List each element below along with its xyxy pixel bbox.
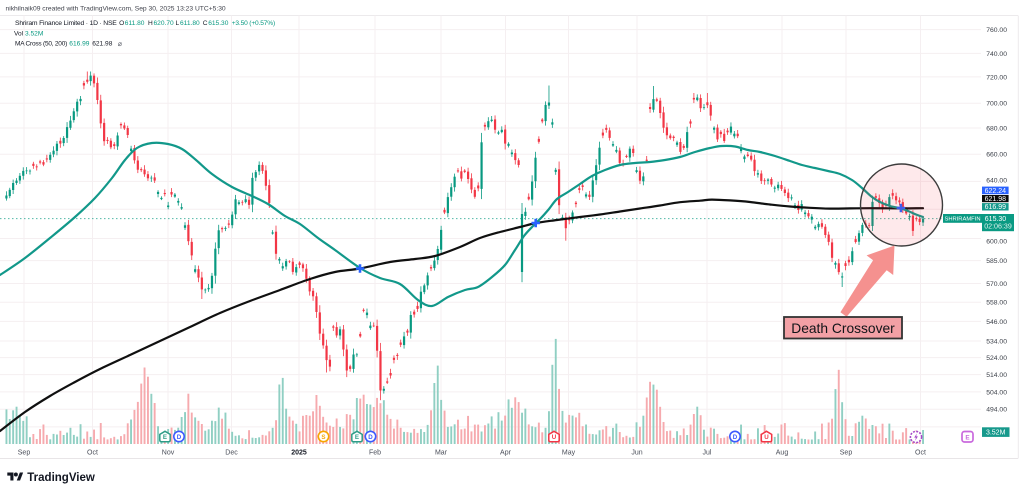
svg-text:Aug: Aug [776,450,789,457]
svg-text:546.00: 546.00 [986,319,1007,326]
svg-text:D: D [733,434,738,441]
svg-text:⌀: ⌀ [118,41,122,48]
svg-text:615.30: 615.30 [208,20,229,27]
svg-text:616.99: 616.99 [985,204,1007,211]
svg-text:E: E [163,434,167,441]
svg-text:C: C [203,20,208,27]
svg-text:Apr: Apr [500,450,512,457]
svg-text:660.00: 660.00 [986,152,1007,159]
svg-text:3.52M: 3.52M [986,430,1006,437]
svg-text:700.00: 700.00 [986,101,1007,108]
svg-text:Dec: Dec [225,450,238,457]
svg-text:640.00: 640.00 [986,177,1007,184]
svg-text:621.98: 621.98 [92,41,113,48]
svg-text:02:06:39: 02:06:39 [984,223,1012,231]
svg-text:600.00: 600.00 [986,238,1007,245]
svg-text:585.00: 585.00 [986,258,1007,265]
svg-text:514.00: 514.00 [986,372,1007,379]
svg-text:SHRIRAMFIN: SHRIRAMFIN [944,217,980,223]
svg-text:S: S [321,434,325,441]
svg-text:740.00: 740.00 [986,51,1007,58]
svg-text:570.00: 570.00 [986,281,1007,288]
svg-text:H: H [148,20,153,27]
svg-text:nikhilnaik09 created with Trad: nikhilnaik09 created with TradingView.co… [6,6,226,13]
svg-text:TradingView: TradingView [27,472,95,484]
svg-text:Feb: Feb [369,450,381,457]
svg-text:620.70: 620.70 [154,20,175,27]
svg-text:L: L [176,20,180,27]
svg-text:558.00: 558.00 [986,300,1007,307]
svg-text:494.00: 494.00 [986,407,1007,414]
svg-text:3.52M: 3.52M [25,31,43,38]
svg-text:Vol: Vol [14,31,24,38]
svg-text:U: U [552,434,557,441]
svg-text:Shriram Finance Limited · 1D ·: Shriram Finance Limited · 1D · NSE [15,20,117,27]
svg-text:Oct: Oct [87,450,98,457]
svg-text:611.80: 611.80 [180,20,200,27]
svg-text:680.00: 680.00 [986,125,1007,132]
svg-text:Death Crossover: Death Crossover [791,321,895,336]
svg-text:May: May [562,450,576,457]
svg-text:E: E [965,434,970,441]
svg-text:524.00: 524.00 [986,355,1007,362]
svg-text:720.00: 720.00 [986,74,1007,81]
svg-text:+3.50 (+0.57%): +3.50 (+0.57%) [232,20,275,27]
svg-text:Nov: Nov [162,450,175,457]
svg-text:Sep: Sep [840,450,853,457]
svg-text:504.00: 504.00 [986,389,1007,396]
svg-text:611.80: 611.80 [125,20,145,27]
svg-text:622.24: 622.24 [985,188,1007,195]
svg-text:621.98: 621.98 [985,196,1007,203]
svg-text:Sep: Sep [18,450,31,457]
svg-text:D: D [368,434,373,441]
svg-text:615.30: 615.30 [985,216,1007,223]
svg-text:2025: 2025 [291,450,307,457]
svg-text:534.00: 534.00 [986,338,1007,345]
svg-text:Oct: Oct [915,450,926,457]
svg-text:MA Cross (50, 200): MA Cross (50, 200) [15,41,67,48]
svg-text:O: O [119,20,124,27]
svg-text:U: U [764,434,769,441]
svg-text:760.00: 760.00 [986,27,1007,34]
svg-text:Jun: Jun [631,450,642,457]
svg-text:Mar: Mar [435,450,448,457]
svg-text:E: E [355,434,359,441]
svg-text:Jul: Jul [703,450,712,457]
svg-text:616.99: 616.99 [69,41,90,48]
svg-text:D: D [177,434,182,441]
